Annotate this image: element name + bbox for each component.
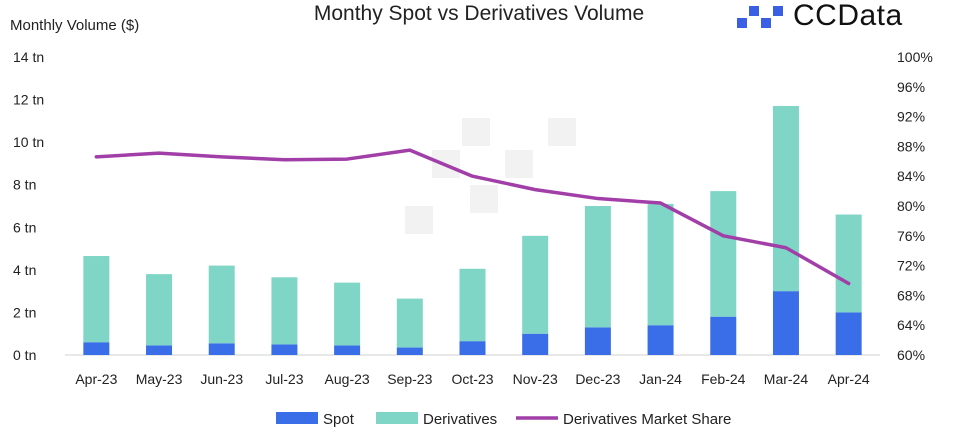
- x-tick-label: Mar-24: [764, 371, 809, 387]
- y2-tick-label: 84%: [897, 168, 925, 184]
- x-tick-label: Aug-23: [325, 371, 370, 387]
- derivatives-bar: [710, 191, 737, 317]
- legend-swatch-spot: [276, 412, 318, 424]
- y-tick-label: 10 tn: [13, 134, 44, 150]
- y2-tick-label: 88%: [897, 138, 925, 154]
- y2-tick-label: 96%: [897, 79, 925, 95]
- spot-bar: [710, 316, 737, 355]
- y-tick-label: 2 tn: [13, 304, 36, 320]
- x-axis: Apr-23 May-23 Jun-23 Jul-23 Aug-23 Sep-23 Oct-…: [75, 371, 870, 387]
- market-share-line: [94, 148, 851, 286]
- derivatives-bar: [208, 265, 235, 344]
- x-tick-label: May-23: [136, 371, 183, 387]
- x-tick-label: Nov-23: [513, 371, 558, 387]
- spot-bar: [146, 345, 173, 355]
- spot-bar: [772, 291, 799, 355]
- derivatives-bar: [146, 274, 173, 346]
- spot-bar: [334, 345, 361, 355]
- derivatives-bar: [83, 256, 110, 343]
- derivatives-bar: [584, 206, 611, 328]
- y2-tick-label: 76%: [897, 228, 925, 244]
- spot-bar: [271, 344, 298, 355]
- spot-bar: [522, 333, 549, 355]
- legend-label-derivatives: Derivatives: [423, 411, 497, 428]
- x-tick-label: Feb-24: [701, 371, 746, 387]
- y-axis-right: 60% 64% 68% 72% 76% 80% 84% 88% 92% 96% 100%: [897, 49, 933, 363]
- chart-title: Monthy Spot vs Derivatives Volume: [313, 2, 645, 25]
- spot-bar: [647, 325, 674, 355]
- watermark: [405, 118, 576, 234]
- y2-tick-label: 64%: [897, 317, 925, 333]
- x-tick-label: Dec-23: [575, 371, 620, 387]
- spot-bar: [83, 342, 110, 355]
- y-tick-label: 8 tn: [13, 177, 36, 193]
- x-tick-label: Apr-23: [75, 371, 117, 387]
- derivatives-bar: [772, 105, 799, 292]
- legend: Spot Derivatives Derivatives Market Share: [276, 411, 731, 428]
- spot-bar: [208, 343, 235, 355]
- spot-bar: [584, 327, 611, 355]
- spot-bar: [835, 312, 862, 355]
- y-axis-left: 0 tn 2 tn 4 tn 6 tn 8 tn 10 tn 12 tn 14 tn: [13, 49, 44, 363]
- y2-tick-label: 68%: [897, 287, 925, 303]
- derivatives-bar: [271, 277, 298, 345]
- derivatives-bar: [835, 214, 862, 313]
- y-tick-label: 0 tn: [13, 347, 36, 363]
- derivatives-bar: [334, 282, 361, 346]
- market-share-line-layer: [94, 148, 851, 286]
- y-tick-label: 6 tn: [13, 219, 36, 235]
- derivatives-bar: [647, 203, 674, 326]
- legend-swatch-derivatives: [376, 412, 418, 424]
- spot-bar: [459, 341, 486, 355]
- derivatives-bar: [522, 235, 549, 334]
- y-tick-label: 4 tn: [13, 262, 36, 278]
- legend-label-market-share: Derivatives Market Share: [563, 411, 731, 428]
- y-tick-label: 14 tn: [13, 49, 44, 65]
- y2-tick-label: 60%: [897, 347, 925, 363]
- spot-bar: [396, 347, 423, 355]
- bars: [83, 105, 862, 355]
- derivatives-bar: [459, 268, 486, 342]
- x-tick-label: Oct-23: [451, 371, 493, 387]
- y2-tick-label: 80%: [897, 198, 925, 214]
- x-tick-label: Jul-23: [265, 371, 303, 387]
- x-tick-label: Jan-24: [639, 371, 682, 387]
- ccdata-logo-icon: [737, 6, 783, 28]
- y2-tick-label: 100%: [897, 49, 933, 65]
- ccdata-logo: CCData: [735, 0, 903, 32]
- derivatives-bar: [396, 298, 423, 348]
- x-tick-label: Apr-24: [828, 371, 870, 387]
- y2-tick-label: 92%: [897, 109, 925, 125]
- y2-tick-label: 72%: [897, 258, 925, 274]
- x-tick-label: Jun-23: [200, 371, 243, 387]
- brand-logo-text: CCData: [793, 0, 903, 32]
- x-tick-label: Sep-23: [387, 371, 432, 387]
- y-axis-label: Monthly Volume ($): [10, 17, 140, 34]
- y-tick-label: 12 tn: [13, 92, 44, 108]
- legend-label-spot: Spot: [323, 411, 355, 428]
